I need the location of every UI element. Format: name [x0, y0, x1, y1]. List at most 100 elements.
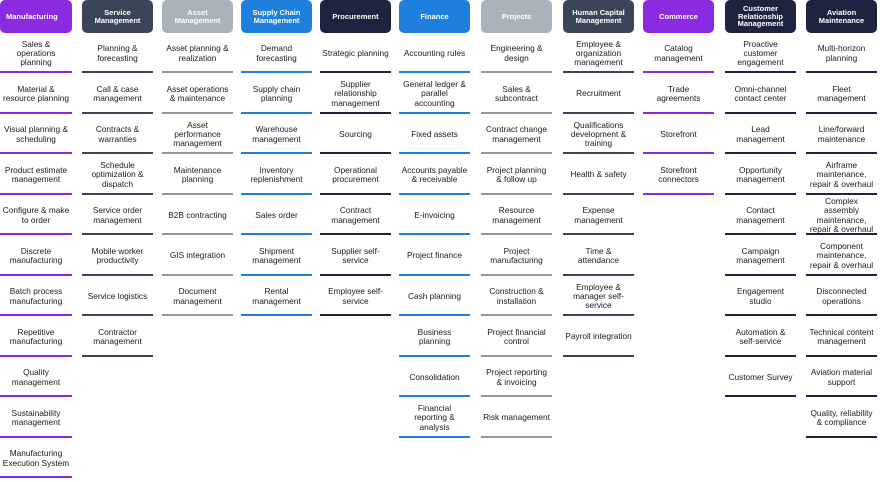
capability-item: Campaign management [725, 239, 796, 276]
capability-item: Fleet management [806, 77, 877, 114]
column-header: Commerce [643, 0, 714, 33]
capability-item: Asset performance management [162, 117, 233, 154]
capability-item: Contracts & warranties [82, 117, 153, 154]
capability-item: Inventory replenishment [241, 158, 312, 195]
capability-item: Supplier relationship management [320, 77, 391, 114]
capability-item: E-invoicing [399, 198, 470, 235]
column-projects: Projects Engineering & design Sales & subc… [481, 0, 552, 441]
column-procurement: Procurement Strategic planning Supplier re… [320, 0, 391, 320]
capability-item: B2B contracting [162, 198, 233, 235]
capability-item: Storefront connectors [643, 158, 714, 195]
capability-item: GIS integration [162, 239, 233, 276]
capability-item: Customer Survey [725, 360, 796, 397]
capability-item: Storefront [643, 117, 714, 154]
capability-item: Employee & manager self-service [563, 279, 634, 316]
capability-item: Proactive customer engagement [725, 36, 796, 73]
capability-item: Lead management [725, 117, 796, 154]
capability-item: Engagement studio [725, 279, 796, 316]
capability-item: Demand forecasting [241, 36, 312, 73]
capability-item: Cash planning [399, 279, 470, 316]
capability-item: Automation & self-service [725, 320, 796, 357]
capability-item: Document management [162, 279, 233, 316]
capability-item: Discrete manufacturing [0, 239, 72, 276]
capability-item: Mobile worker productivity [82, 239, 153, 276]
capability-item: Complex assembly maintenance, repair & o… [806, 196, 877, 235]
capability-item: Recruitment [563, 77, 634, 114]
capability-item: Component maintenance, repair & overhaul [806, 239, 877, 276]
capability-item: Rental management [241, 279, 312, 316]
column-header: Manufacturing [0, 0, 72, 33]
capability-item: Shipment management [241, 239, 312, 276]
capability-item: Line/forward maintenance [806, 117, 877, 154]
capability-item: Service logistics [82, 279, 153, 316]
capability-item: Sales order [241, 198, 312, 235]
capability-item: Technical content management [806, 320, 877, 357]
capability-item: Maintenance planning [162, 158, 233, 195]
capability-item: Accounts payable & receivable [399, 158, 470, 195]
capability-item: Airframe maintenance, repair & overhaul [806, 158, 877, 195]
capability-item: Catalog management [643, 36, 714, 73]
capability-item: Quality management [0, 360, 72, 397]
capability-item: Contract management [320, 198, 391, 235]
capability-item: Health & safety [563, 158, 634, 195]
capability-item: Accounting rules [399, 36, 470, 73]
capability-item: General ledger & parallel accounting [399, 77, 470, 114]
capability-item: Supplier self-service [320, 239, 391, 276]
column-asset-management: Asset Management Asset planning & realiza… [162, 0, 233, 320]
capability-item: Resource management [481, 198, 552, 235]
capability-item: Employee self-service [320, 279, 391, 316]
capability-item: Risk management [481, 401, 552, 438]
capability-item: Project planning & follow up [481, 158, 552, 195]
capability-item: Sustainability management [0, 401, 72, 438]
capability-item: Construction & installation [481, 279, 552, 316]
capability-item: Project reporting & invoicing [481, 360, 552, 397]
capability-item: Time & attendance [563, 239, 634, 276]
capability-item: Strategic planning [320, 36, 391, 73]
capability-item: Qualifications development & training [563, 117, 634, 154]
column-manufacturing: Manufacturing Sales & operations planning… [0, 0, 72, 482]
capability-item: Contractor management [82, 320, 153, 357]
capability-item: Expense management [563, 198, 634, 235]
column-finance: Finance Accounting rules General ledger & … [399, 0, 470, 441]
column-header: Supply Chain Management [241, 0, 312, 33]
capability-item: Planning & forecasting [82, 36, 153, 73]
capability-item: Manufacturing Execution System [0, 441, 72, 478]
capability-item: Operational procurement [320, 158, 391, 195]
capability-item: Employee & organization management [563, 36, 634, 73]
capability-item: Call & case management [82, 77, 153, 114]
capability-item: Contract change management [481, 117, 552, 154]
column-commerce: Commerce Catalog management Trade agreemen… [643, 0, 714, 198]
capability-item: Project finance [399, 239, 470, 276]
capability-item: Asset operations & maintenance [162, 77, 233, 114]
column-header: Service Management [82, 0, 153, 33]
capability-item: Payroll integration [563, 320, 634, 357]
capability-item: Schedule optimization & dispatch [82, 158, 153, 195]
capability-item: Sales & operations planning [0, 36, 72, 73]
capability-item: Configure & make to order [0, 198, 72, 235]
capability-item: Financial reporting & analysis [399, 401, 470, 438]
column-customer-relationship-management: Customer Relationship Management Proactiv… [725, 0, 796, 401]
capability-item: Multi-horizon planning [806, 36, 877, 73]
capability-item: Disconnected operations [806, 279, 877, 316]
capability-item: Contact management [725, 198, 796, 235]
capability-item: Batch process manufacturing [0, 279, 72, 316]
capability-item: Material & resource planning [0, 77, 72, 114]
capability-item: Consolidation [399, 360, 470, 397]
capability-item: Omni-channel contact center [725, 77, 796, 114]
column-header: Projects [481, 0, 552, 33]
capability-item: Repetitive manufacturing [0, 320, 72, 357]
capability-item: Warehouse management [241, 117, 312, 154]
column-header: Finance [399, 0, 470, 33]
capability-item: Sales & subcontract [481, 77, 552, 114]
capability-item: Aviation material support [806, 360, 877, 397]
capability-item: Asset planning & realization [162, 36, 233, 73]
column-service-management: Service Management Planning & forecasting… [82, 0, 153, 360]
capability-item: Quality, reliability & compliance [806, 401, 877, 438]
capability-item: Project manufacturing [481, 239, 552, 276]
column-aviation-maintenance: Aviation Maintenance Multi-horizon planni… [806, 0, 877, 441]
column-header: Procurement [320, 0, 391, 33]
capability-item: Fixed assets [399, 117, 470, 154]
capability-item: Product estimate management [0, 158, 72, 195]
capability-item: Supply chain planning [241, 77, 312, 114]
column-header: Aviation Maintenance [806, 0, 877, 33]
